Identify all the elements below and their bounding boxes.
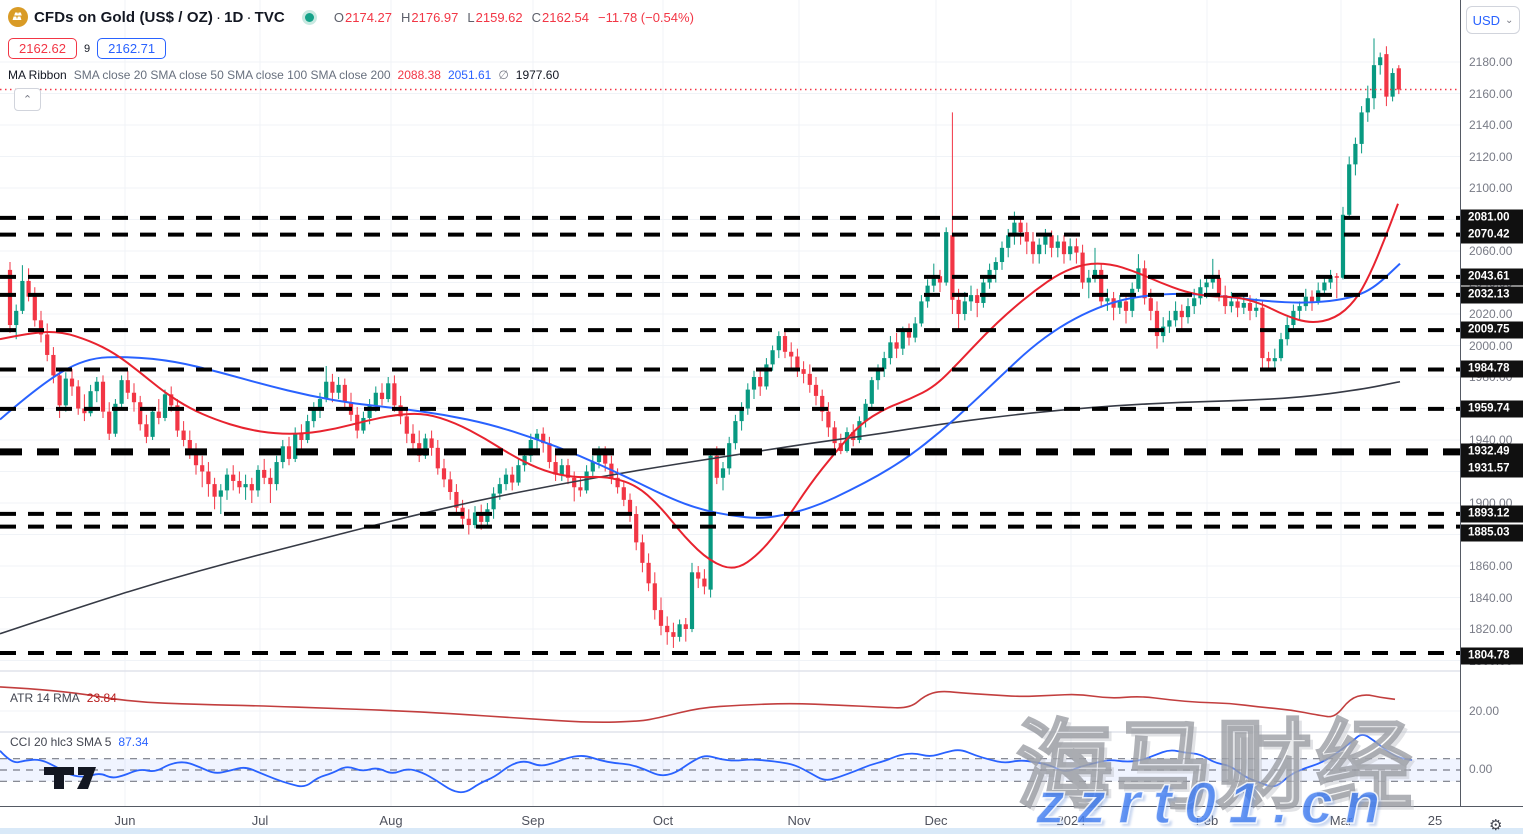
cci-value: 87.34 [118, 735, 149, 749]
ohlc-values: O2174.27 H2176.97 L2159.62 C2162.54 −11.… [333, 9, 694, 25]
time-label: 25 [1427, 813, 1443, 828]
gold-symbol-icon [8, 7, 28, 27]
support-resistance-lines [0, 215, 1460, 655]
price-level-badge: 2043.61 [1461, 268, 1523, 286]
market-status-icon[interactable] [304, 12, 314, 22]
atr-value: 23.84 [86, 691, 117, 705]
chevron-up-icon: ⌃ [22, 94, 33, 106]
symbol-title-button[interactable]: CFDs on Gold (US$ / OZ) · 1D · TVC [34, 8, 285, 26]
gear-icon[interactable]: ⚙ [1489, 817, 1503, 834]
currency-selector[interactable]: USD ⌄ [1466, 6, 1520, 34]
price-level-badge: 1804.78 [1461, 647, 1523, 665]
sma20-value: 2088.38 [397, 68, 441, 82]
price-tick: 2180.00 [1469, 55, 1513, 69]
price-tick: 1820.00 [1469, 622, 1513, 636]
price-tick: 2000.00 [1469, 338, 1513, 353]
time-label: Jun [114, 813, 136, 828]
interval-button[interactable]: 1D [224, 8, 244, 26]
time-label: Mar [1329, 813, 1353, 828]
time-label: Dec [924, 813, 948, 828]
price-level-badge: 2070.42 [1461, 226, 1523, 244]
atr-tick: 20.00 [1469, 704, 1500, 718]
chevron-down-icon: ⌄ [1505, 14, 1514, 26]
time-label: Feb [1195, 813, 1219, 828]
price-tick: 2100.00 [1469, 181, 1513, 195]
price-level-badge: 1932.49 [1461, 443, 1523, 461]
cci-line [0, 734, 1413, 794]
time-label: Sep [521, 813, 545, 828]
ma-ribbon-legend[interactable]: MA Ribbon SMA close 20 SMA close 50 SMA … [8, 68, 559, 82]
chart-canvas[interactable] [0, 0, 1460, 806]
bottom-highlight-strip [0, 828, 1523, 834]
spread-value: 9 [84, 42, 91, 55]
price-tick: 2060.00 [1469, 244, 1513, 258]
quote-row: 2162.62 9 2162.71 [8, 38, 167, 59]
atr-indicator-legend[interactable]: ATR 14 RMA 23.84 [10, 691, 117, 705]
sma200-value: 1977.60 [515, 68, 560, 82]
gridlines [0, 0, 1460, 806]
price-tick: 1860.00 [1469, 559, 1513, 573]
price-axis[interactable]: USD ⌄ 2180.00 2160.00 2140.00 2120.00 2100.0… [1460, 0, 1523, 806]
cci-indicator-legend[interactable]: CCI 20 hlc3 SMA 5 87.34 [10, 735, 148, 749]
cci-tick: 0.00 [1469, 762, 1493, 776]
price-level-badge: 2081.00 [1461, 209, 1523, 227]
low-value: 2159.62 [475, 9, 523, 25]
price-tick: 2140.00 [1469, 118, 1513, 132]
cci-label: CCI 20 hlc3 SMA 5 [10, 735, 112, 749]
time-label: Nov [787, 813, 811, 828]
sma100-hidden-icon: ∅ [498, 68, 509, 82]
tradingview-logo[interactable] [44, 767, 106, 794]
price-level-badge: 1931.57 [1461, 460, 1523, 478]
ma-ribbon-params: SMA close 20 SMA close 50 SMA close 100 … [73, 68, 391, 82]
symbol-name: CFDs on Gold (US$ / OZ) [34, 8, 213, 26]
price-tick: 1840.00 [1469, 590, 1513, 605]
price-level-badge: 1885.03 [1461, 524, 1523, 542]
buy-button[interactable]: 2162.71 [97, 38, 167, 59]
open-value: 2174.27 [345, 9, 392, 25]
cci-band [0, 758, 1460, 782]
sma-20-line [0, 203, 1399, 569]
time-label: 2024 [1056, 813, 1086, 828]
ma-ribbon-title: MA Ribbon [8, 68, 67, 82]
price-level-badge: 1959.74 [1461, 400, 1523, 418]
sma50-value: 2051.61 [447, 68, 492, 82]
price-level-badge: 2032.13 [1461, 286, 1523, 304]
atr-label: ATR 14 RMA [10, 691, 80, 705]
price-level-badge: 2009.75 [1461, 321, 1523, 339]
price-tick: 2120.00 [1469, 149, 1513, 164]
pane-separators [0, 670, 1460, 733]
exchange-label: TVC [254, 8, 285, 26]
close-value: 2162.54 [542, 9, 590, 25]
chart-legend-header: CFDs on Gold (US$ / OZ) · 1D · TVC O2174.27 … [8, 7, 694, 27]
time-label: Aug [379, 813, 403, 828]
high-value: 2176.97 [411, 9, 459, 25]
change-value: −11.78 (−0.54%) [598, 9, 694, 25]
time-label: Oct [652, 813, 674, 828]
sell-button[interactable]: 2162.62 [8, 38, 77, 59]
time-label: Jul [251, 813, 269, 828]
price-tick: 2020.00 [1469, 307, 1513, 321]
price-level-badge: 1984.78 [1461, 360, 1523, 378]
price-tick: 2160.00 [1469, 86, 1513, 101]
collapse-legend-button[interactable]: ⌃ [14, 88, 41, 111]
price-level-badge: 1893.12 [1461, 505, 1523, 523]
atr-line [0, 686, 1396, 723]
